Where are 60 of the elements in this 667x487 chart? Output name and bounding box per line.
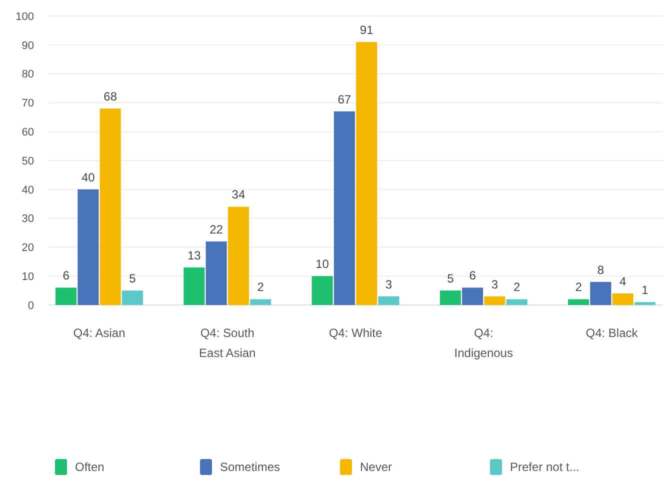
x-tick-label: Q4: Indigenous bbox=[454, 326, 513, 360]
y-tick-label: 70 bbox=[22, 98, 34, 110]
bar bbox=[100, 108, 121, 305]
bar bbox=[484, 296, 506, 305]
bar bbox=[78, 189, 99, 305]
y-tick-label: 40 bbox=[22, 184, 34, 196]
data-label: 8 bbox=[597, 262, 604, 277]
legend-label: Sometimes bbox=[220, 460, 280, 474]
bar bbox=[250, 299, 272, 305]
data-label: 5 bbox=[129, 272, 136, 286]
y-tick-label: 10 bbox=[22, 270, 34, 283]
bar bbox=[184, 267, 205, 305]
bar bbox=[334, 111, 355, 305]
bar bbox=[590, 282, 612, 305]
data-label: 10 bbox=[316, 257, 330, 272]
bar bbox=[206, 241, 227, 305]
bar bbox=[568, 299, 590, 305]
legend-label: Often bbox=[75, 460, 104, 474]
legend-label: Never bbox=[360, 460, 392, 474]
data-label: 2 bbox=[257, 280, 264, 294]
data-label: 6 bbox=[62, 268, 70, 283]
data-label: 5 bbox=[447, 272, 454, 286]
data-label: 22 bbox=[210, 222, 224, 236]
data-label: 2 bbox=[575, 280, 582, 294]
data-label: 4 bbox=[619, 274, 626, 288]
bar bbox=[612, 293, 634, 305]
y-tick-label: 0 bbox=[28, 300, 34, 312]
data-label: 6 bbox=[469, 268, 476, 283]
data-label: 40 bbox=[82, 170, 96, 184]
data-label: 3 bbox=[491, 277, 498, 292]
bar bbox=[56, 288, 77, 305]
data-label: 34 bbox=[232, 188, 246, 202]
bar bbox=[122, 290, 143, 305]
bar bbox=[462, 288, 484, 305]
x-tick-label: Q4: Asian bbox=[73, 326, 126, 340]
data-label: 13 bbox=[187, 248, 202, 262]
data-label: 67 bbox=[338, 92, 352, 106]
bar bbox=[312, 276, 333, 305]
x-tick-label: Q4: Black bbox=[586, 326, 639, 340]
bar bbox=[506, 299, 528, 305]
data-label: 91 bbox=[360, 23, 374, 38]
bar bbox=[378, 296, 400, 305]
y-tick-label: 90 bbox=[22, 40, 34, 52]
x-tick-label: Q4: White bbox=[328, 326, 382, 340]
bar bbox=[634, 302, 656, 305]
y-tick-label: 100 bbox=[16, 10, 34, 23]
x-tick-label: Q4: South East Asian bbox=[199, 326, 256, 360]
data-label: 68 bbox=[104, 89, 118, 104]
data-label: 3 bbox=[385, 277, 392, 292]
legend-label: Prefer not t... bbox=[510, 460, 580, 474]
data-label: 1 bbox=[642, 283, 649, 298]
y-tick-label: 50 bbox=[22, 155, 34, 168]
bar bbox=[356, 42, 378, 305]
y-tick-label: 80 bbox=[22, 68, 34, 81]
bar bbox=[440, 290, 461, 305]
y-tick-label: 60 bbox=[22, 126, 34, 138]
data-label: 2 bbox=[514, 280, 520, 294]
bar bbox=[228, 206, 249, 305]
y-tick-label: 30 bbox=[22, 213, 34, 226]
y-tick-label: 20 bbox=[22, 242, 34, 254]
